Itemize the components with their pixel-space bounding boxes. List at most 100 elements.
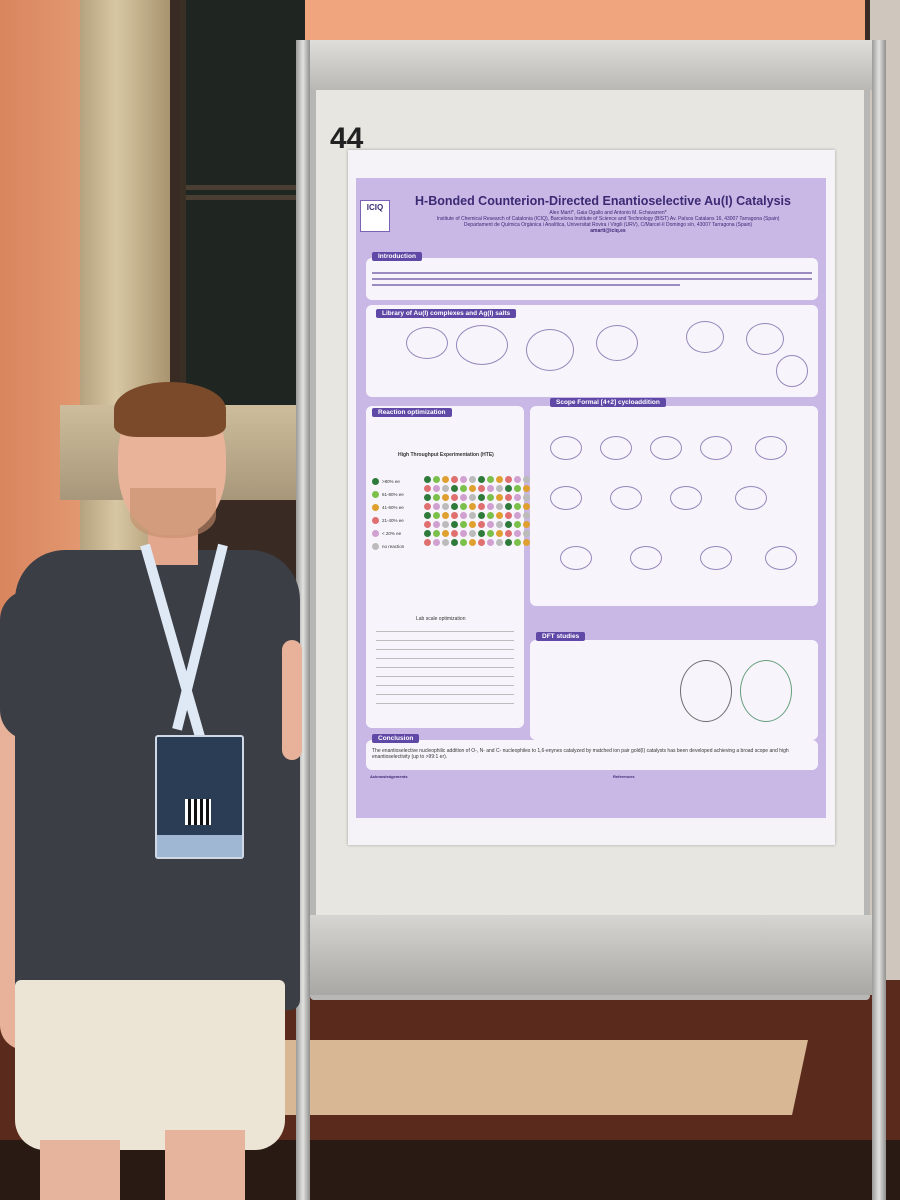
hte-well bbox=[442, 539, 449, 546]
hte-well bbox=[433, 494, 440, 501]
poster-title: H-Bonded Counterion-Directed Enantiosele… bbox=[415, 194, 791, 208]
dft-title: DFT studies bbox=[536, 632, 586, 641]
hte-well bbox=[514, 512, 521, 519]
hte-legend-item: 61-80% ee bbox=[372, 491, 404, 498]
hte-well bbox=[424, 530, 431, 537]
introduction-panel: Introduction bbox=[366, 252, 818, 300]
hte-well bbox=[451, 539, 458, 546]
hte-well bbox=[505, 539, 512, 546]
hte-well bbox=[469, 494, 476, 501]
hte-well bbox=[433, 539, 440, 546]
hte-well bbox=[478, 503, 485, 510]
hte-well bbox=[487, 476, 494, 483]
floor-shadow bbox=[0, 1140, 900, 1200]
references-title: References bbox=[613, 774, 635, 779]
hte-legend-item: >80% ee bbox=[372, 478, 404, 485]
hte-well bbox=[460, 485, 467, 492]
hte-legend-swatch bbox=[372, 530, 379, 537]
hte-well bbox=[478, 512, 485, 519]
board-top-rail bbox=[300, 40, 880, 90]
hte-well bbox=[514, 485, 521, 492]
hte-well bbox=[478, 539, 485, 546]
hte-well bbox=[478, 485, 485, 492]
hte-well bbox=[469, 530, 476, 537]
person-beard bbox=[130, 488, 216, 538]
hte-well bbox=[469, 476, 476, 483]
hte-well bbox=[451, 512, 458, 519]
hte-legend-swatch bbox=[372, 504, 379, 511]
hte-well bbox=[514, 494, 521, 501]
scope-panel: Scope Formal [4+2] cycloaddition bbox=[530, 398, 818, 606]
hte-well bbox=[460, 494, 467, 501]
hte-well bbox=[442, 530, 449, 537]
poster: ICIQ H-Bonded Counterion-Directed Enanti… bbox=[348, 150, 835, 845]
hte-well bbox=[451, 530, 458, 537]
hte-well bbox=[451, 476, 458, 483]
hte-well bbox=[496, 521, 503, 528]
hte-well bbox=[478, 494, 485, 501]
hte-title: High Throughput Experimentation (HTE) bbox=[398, 452, 494, 458]
hte-well bbox=[433, 476, 440, 483]
iciq-logo: ICIQ bbox=[360, 200, 390, 232]
hte-well bbox=[478, 530, 485, 537]
hte-well bbox=[460, 521, 467, 528]
hte-well bbox=[514, 530, 521, 537]
board-number: 44 bbox=[330, 122, 364, 155]
hte-well bbox=[451, 494, 458, 501]
hte-well bbox=[433, 530, 440, 537]
hte-well bbox=[478, 476, 485, 483]
hte-well bbox=[487, 494, 494, 501]
hte-well bbox=[514, 521, 521, 528]
hte-well bbox=[487, 503, 494, 510]
hte-well bbox=[469, 521, 476, 528]
lab-scale-title: Lab scale optimization bbox=[416, 616, 466, 622]
qr-code bbox=[185, 799, 211, 825]
hte-well bbox=[523, 494, 530, 501]
hte-well bbox=[487, 521, 494, 528]
hte-well bbox=[424, 485, 431, 492]
acknowledgements-title: Acknowledgements bbox=[370, 774, 408, 779]
hte-well bbox=[424, 512, 431, 519]
optimization-panel: Reaction optimization High Throughput Ex… bbox=[366, 406, 530, 728]
hte-well bbox=[451, 521, 458, 528]
hte-well bbox=[442, 494, 449, 501]
hte-well bbox=[460, 539, 467, 546]
hte-well bbox=[424, 494, 431, 501]
hte-well bbox=[442, 521, 449, 528]
hte-well bbox=[460, 530, 467, 537]
optimization-title: Reaction optimization bbox=[372, 408, 452, 417]
hte-well bbox=[433, 485, 440, 492]
hte-well bbox=[487, 512, 494, 519]
hte-well bbox=[505, 485, 512, 492]
person-right-leg bbox=[165, 1130, 245, 1200]
author-department: Departament de Química Orgànica i Analít… bbox=[463, 222, 753, 228]
hte-well bbox=[496, 503, 503, 510]
introduction-title: Introduction bbox=[372, 252, 422, 261]
author-email: amarti@iciq.es bbox=[590, 228, 626, 234]
hte-well bbox=[496, 530, 503, 537]
poster-authors: Alex Martí*, Gaia Ogallo and Antonio M. … bbox=[408, 210, 808, 234]
conclusion-panel: Conclusion The enantioselective nucleoph… bbox=[366, 734, 818, 770]
hte-well bbox=[523, 476, 530, 483]
hte-well bbox=[469, 485, 476, 492]
hte-well bbox=[451, 485, 458, 492]
hte-legend-item: 21-40% ee bbox=[372, 517, 404, 524]
hte-well bbox=[514, 476, 521, 483]
person-shorts bbox=[15, 980, 285, 1150]
conclusion-text: The enantioselective nucleophilic additi… bbox=[372, 748, 789, 760]
hte-well bbox=[487, 530, 494, 537]
window bbox=[180, 0, 311, 410]
board-post-right bbox=[872, 40, 886, 1200]
hte-well bbox=[496, 494, 503, 501]
person-left-leg bbox=[40, 1140, 120, 1200]
hte-legend-swatch bbox=[372, 543, 379, 550]
hte-well bbox=[469, 539, 476, 546]
hte-well bbox=[514, 503, 521, 510]
hte-well bbox=[505, 476, 512, 483]
hte-well bbox=[505, 512, 512, 519]
hte-well bbox=[424, 539, 431, 546]
hte-well bbox=[424, 476, 431, 483]
hte-well bbox=[505, 503, 512, 510]
hte-well bbox=[469, 512, 476, 519]
hte-well bbox=[433, 512, 440, 519]
